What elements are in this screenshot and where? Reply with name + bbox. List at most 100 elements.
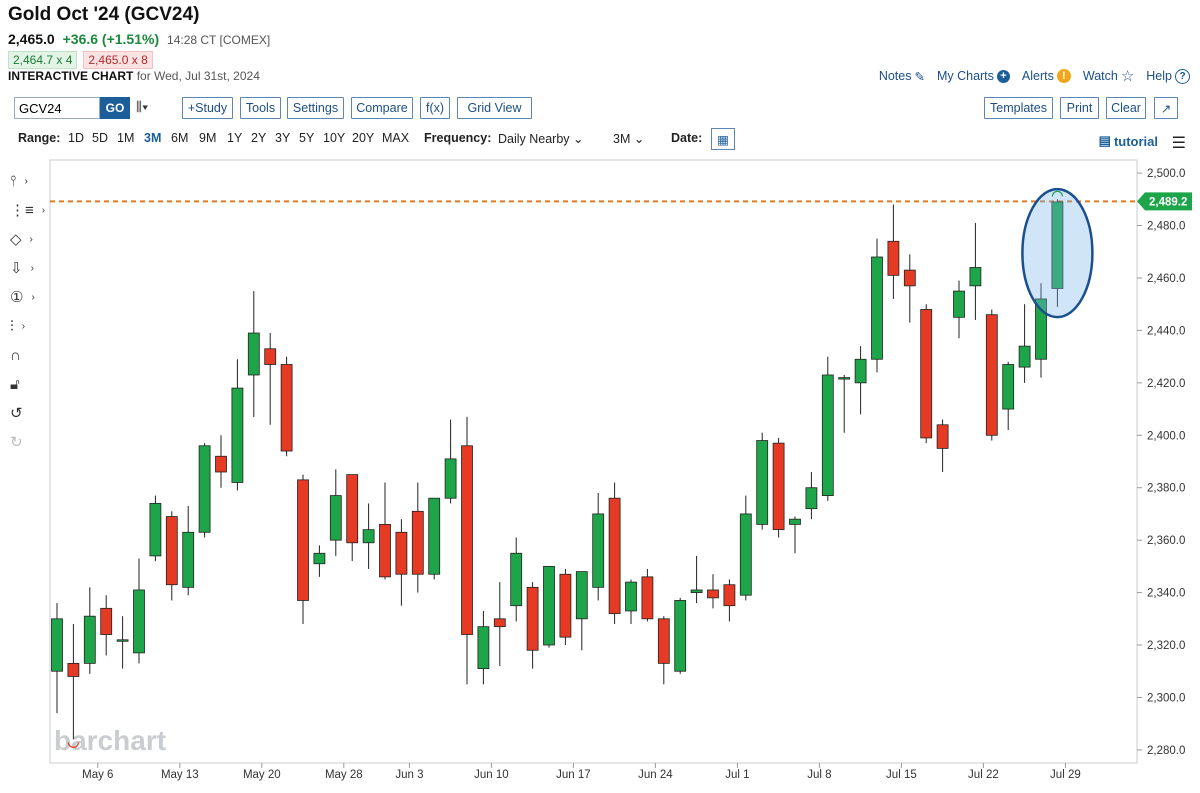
x-tick-label: Jul 8: [807, 769, 831, 781]
candle-body: [608, 497, 621, 614]
candle-body: [723, 584, 736, 607]
frequency-label: Frequency:: [424, 131, 492, 145]
shapes-tool-icon[interactable]: ◇ ›: [10, 231, 33, 248]
x-tick-label: Jun 24: [638, 769, 673, 781]
symbol-input[interactable]: [14, 97, 100, 119]
candle-body: [543, 565, 555, 646]
y-tick-label: 2,300.0: [1147, 692, 1185, 704]
arrow-tool-icon[interactable]: ⇩ ›: [10, 260, 34, 277]
help-link[interactable]: Help?: [1146, 68, 1190, 84]
candle-body: [838, 377, 851, 380]
watch-link[interactable]: Watch ☆: [1083, 67, 1134, 85]
measure-tool-icon[interactable]: ⫶ ›: [10, 317, 26, 335]
candle-body: [789, 518, 801, 525]
go-button[interactable]: GO: [100, 97, 130, 119]
magnet-icon[interactable]: ∩: [10, 346, 21, 364]
y-tick-label: 2,460.0: [1147, 273, 1185, 285]
alerts-link[interactable]: Alerts!: [1022, 69, 1071, 83]
alerts-label: Alerts: [1021, 69, 1054, 83]
last-price: 2,465.0: [8, 31, 55, 47]
grid-view-button[interactable]: Grid View: [457, 97, 532, 119]
candle-body: [264, 348, 277, 365]
candle-body: [559, 573, 572, 638]
candle-body: [526, 586, 539, 651]
y-tick-label: 2,380.0: [1147, 483, 1185, 495]
range-3m[interactable]: 3M: [144, 131, 162, 145]
candle-body: [182, 531, 195, 588]
candle-body: [215, 455, 227, 473]
x-tick-label: Jun 17: [556, 769, 591, 781]
candle-body: [297, 479, 309, 601]
range-1d[interactable]: 1D: [68, 131, 84, 145]
candle-body: [1035, 298, 1047, 360]
compare-button[interactable]: Compare: [351, 97, 413, 119]
range-10y[interactable]: 10Y: [323, 131, 346, 145]
period-select[interactable]: 3M ⌄: [613, 131, 644, 146]
tools-button[interactable]: Tools: [240, 97, 281, 119]
candlestick-type-icon[interactable]: ⫼▾: [136, 99, 149, 114]
hamburger-menu-icon[interactable]: ☰: [1171, 135, 1186, 152]
range-1m[interactable]: 1M: [117, 131, 135, 145]
annotation-tool-icon[interactable]: ① ›: [10, 289, 35, 306]
tutorial-link[interactable]: ▤ tutorial: [1099, 133, 1158, 149]
notes-link[interactable]: Notes ✎: [879, 69, 925, 84]
candle-body: [379, 524, 391, 578]
study-button[interactable]: +Study: [182, 97, 233, 119]
candle-body: [575, 571, 588, 620]
quote-line: 2,465.0 +36.6 (+1.51%) 14:28 CT [COMEX]: [8, 31, 270, 47]
frequency-value: Daily Nearby: [498, 132, 570, 146]
candle-body: [67, 662, 80, 677]
range-3y[interactable]: 3Y: [275, 131, 291, 145]
candle-body: [198, 445, 211, 533]
range-6m[interactable]: 6M: [171, 131, 189, 145]
date-label: Date:: [671, 131, 703, 145]
redo-icon[interactable]: ↻: [10, 434, 23, 451]
x-tick-label: Jun 10: [474, 769, 509, 781]
candle-body: [444, 458, 457, 499]
clear-button[interactable]: Clear: [1106, 97, 1146, 119]
y-tick-label: 2,360.0: [1147, 535, 1185, 547]
range-5y[interactable]: 5Y: [299, 131, 315, 145]
frequency-select[interactable]: Daily Nearby ⌄: [498, 131, 584, 146]
range-2y[interactable]: 2Y: [251, 131, 267, 145]
range-1y[interactable]: 1Y: [227, 131, 243, 145]
print-button[interactable]: Print: [1060, 97, 1099, 119]
undo-icon[interactable]: ↺: [10, 405, 23, 422]
crosshair-tool-icon[interactable]: ⫯ ›: [10, 172, 28, 190]
range-20y[interactable]: 20Y: [352, 131, 375, 145]
candle-body: [149, 503, 162, 557]
candle-body: [887, 240, 900, 276]
candle-body: [821, 374, 834, 496]
candle-body: [428, 497, 441, 575]
candle-body: [772, 442, 785, 531]
candle-body: [739, 513, 752, 596]
watermark-logo: barchart: [54, 725, 166, 756]
fx-button[interactable]: f(x): [420, 97, 450, 119]
candle-body: [969, 267, 982, 287]
x-tick-label: May 20: [243, 769, 281, 781]
top-links: Notes ✎ My Charts + Alerts! Watch ☆ Help?: [879, 67, 1190, 85]
chart-toolbar: GO ⫼▾ +Study Tools Settings Compare f(x)…: [14, 96, 1190, 122]
templates-button[interactable]: Templates: [984, 97, 1053, 119]
range-max[interactable]: MAX: [382, 131, 410, 145]
candle-body: [411, 510, 424, 575]
candle-body: [674, 600, 687, 672]
x-tick-label: Jul 22: [968, 769, 999, 781]
y-tick-label: 2,400.0: [1147, 430, 1185, 442]
fib-tool-icon[interactable]: ⋮≡ ›: [10, 202, 46, 219]
candle-body: [920, 309, 933, 439]
range-5d[interactable]: 5D: [92, 131, 108, 145]
help-label: Help: [1146, 69, 1172, 83]
watch-label: Watch: [1082, 69, 1118, 83]
candle-body: [707, 589, 719, 599]
lock-icon[interactable]: 🔓︎: [10, 375, 20, 393]
candle-body: [231, 387, 244, 483]
price-change: +36.6 (+1.51%): [62, 31, 160, 47]
my-charts-link[interactable]: My Charts +: [937, 69, 1010, 83]
x-tick-label: Jul 29: [1050, 769, 1081, 781]
expand-icon[interactable]: ↗: [1154, 97, 1178, 119]
range-9m[interactable]: 9M: [199, 131, 217, 145]
calendar-icon[interactable]: ▦: [711, 128, 735, 150]
settings-button[interactable]: Settings: [287, 97, 344, 119]
